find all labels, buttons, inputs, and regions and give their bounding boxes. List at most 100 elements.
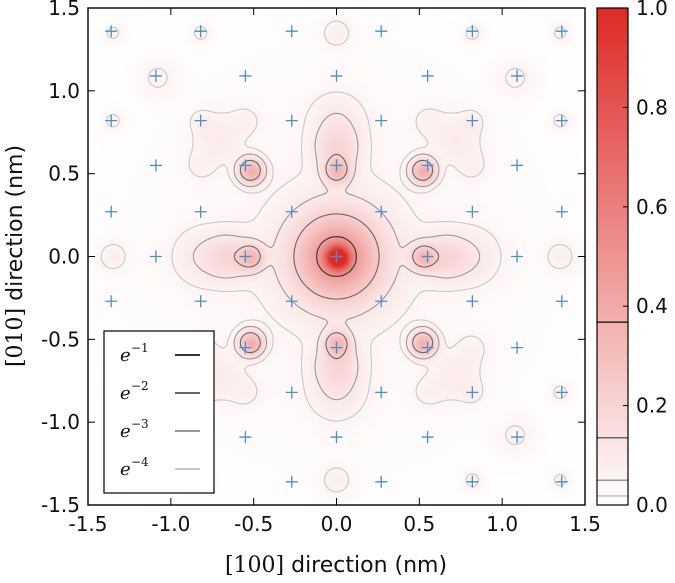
atom-site-marker xyxy=(375,386,388,399)
atom-site-marker xyxy=(421,69,434,82)
atom-site-marker xyxy=(149,69,162,82)
atom-site-marker xyxy=(194,114,207,127)
atom-site-marker xyxy=(105,295,118,308)
x-tick-label: -1.5 xyxy=(68,512,107,536)
atom-site-marker xyxy=(466,475,479,488)
legend-box xyxy=(103,330,215,494)
legend-label: e xyxy=(120,421,131,442)
legend-items: e −1e −2e −3e −4 xyxy=(120,341,200,480)
atom-site-marker xyxy=(375,475,388,488)
atom-site-marker xyxy=(239,431,252,444)
colorbar-tick-label: 0.2 xyxy=(636,394,668,418)
x-axis-label-bracket: [100] xyxy=(225,553,284,578)
y-tick-label: 1.0 xyxy=(48,79,80,103)
atom-site-marker xyxy=(105,25,118,38)
colorbar-tick-label: 0.4 xyxy=(636,294,668,318)
atom-site-marker xyxy=(194,25,207,38)
atom-site-marker xyxy=(555,475,568,488)
atom-site-marker xyxy=(421,159,434,172)
atom-site-marker xyxy=(285,114,298,127)
atom-site-marker xyxy=(285,295,298,308)
atom-site-marker xyxy=(375,205,388,218)
atom-site-marker xyxy=(239,69,252,82)
atom-site-marker xyxy=(511,431,524,444)
atom-site-marker xyxy=(194,205,207,218)
atom-site-marker xyxy=(330,431,343,444)
y-tick-label: -1.5 xyxy=(41,493,80,517)
atom-site-marker xyxy=(466,114,479,127)
contour-lines xyxy=(100,20,573,493)
atom-site-marker xyxy=(330,69,343,82)
atom-site-marker xyxy=(375,114,388,127)
atom-site-marker xyxy=(330,341,343,354)
legend-label: e xyxy=(120,345,131,366)
atom-site-marker xyxy=(511,69,524,82)
colorbar-frame xyxy=(596,7,629,506)
colorbar-ticks: 0.0 0.2 0.4 0.6 0.8 1.0 xyxy=(623,0,668,517)
atom-site-marker xyxy=(511,341,524,354)
contour-legend: e −1e −2e −3e −4 xyxy=(103,330,215,494)
legend-exponent: −3 xyxy=(131,417,149,431)
atom-site-marker xyxy=(466,25,479,38)
atom-site-marker xyxy=(466,386,479,399)
y-tick-label: 0.5 xyxy=(48,162,80,186)
x-axis-label: [100] direction (nm) xyxy=(225,553,447,578)
atom-site-marker xyxy=(466,295,479,308)
legend-label: e xyxy=(120,459,131,480)
colorbar-tick-label: 1.0 xyxy=(636,0,668,20)
atom-site-marker xyxy=(285,386,298,399)
legend-exponent: −1 xyxy=(131,341,149,355)
atom-site-marker xyxy=(330,159,343,172)
x-tick-label: 0.0 xyxy=(321,512,353,536)
atom-site-marker xyxy=(555,205,568,218)
atom-site-marker xyxy=(149,159,162,172)
colorbar-tick-label: 0.8 xyxy=(636,95,668,119)
atom-site-marker xyxy=(466,205,479,218)
colorbar-gradient xyxy=(597,8,628,505)
atom-site-marker xyxy=(511,250,524,263)
legend-exponent: −2 xyxy=(131,379,149,393)
contour-level-2 xyxy=(233,153,440,360)
atom-site-marker xyxy=(555,25,568,38)
x-tick-label: 1.5 xyxy=(569,512,601,536)
x-axis-ticks: -1.5 -1.0 -0.5 0.0 0.5 1.0 1.5 xyxy=(68,8,601,536)
x-axis-label-text: direction (nm) xyxy=(284,553,447,578)
contour-level-4 xyxy=(100,20,573,493)
atom-site-marker xyxy=(421,341,434,354)
atom-site-marker xyxy=(555,295,568,308)
y-tick-label: -1.0 xyxy=(41,410,80,434)
atom-site-marker xyxy=(375,295,388,308)
x-tick-label: -0.5 xyxy=(234,512,273,536)
atom-site-marker xyxy=(194,295,207,308)
y-tick-label: 1.5 xyxy=(48,0,80,20)
atom-site-marker xyxy=(149,250,162,263)
colorbar: 0.0 0.2 0.4 0.6 0.8 1.0 xyxy=(596,0,668,517)
contour-level-1 xyxy=(316,236,357,277)
atom-site-marker xyxy=(511,159,524,172)
atom-site-marker xyxy=(375,25,388,38)
y-axis-label: [010] direction (nm) xyxy=(3,145,28,367)
atom-site-marker xyxy=(105,114,118,127)
x-tick-label: 1.0 xyxy=(486,512,518,536)
atom-site-marker xyxy=(239,341,252,354)
x-tick-label: -1.0 xyxy=(151,512,190,536)
atom-site-marker xyxy=(239,250,252,263)
legend-label: e xyxy=(120,383,131,404)
x-tick-label: 0.5 xyxy=(403,512,435,536)
y-axis-label-bracket: [010] xyxy=(3,308,28,367)
atom-site-marker xyxy=(555,114,568,127)
legend-exponent: −4 xyxy=(131,455,149,469)
y-axis-label-text: direction (nm) xyxy=(3,145,28,308)
atom-site-marker xyxy=(555,386,568,399)
atom-site-marker xyxy=(421,250,434,263)
atom-site-marker xyxy=(285,25,298,38)
colorbar-tick-label: 0.0 xyxy=(636,493,668,517)
colorbar-tick-label: 0.6 xyxy=(636,195,668,219)
atom-site-marker xyxy=(285,475,298,488)
y-tick-label: -0.5 xyxy=(41,327,80,351)
atom-site-marker xyxy=(421,431,434,444)
atom-site-marker xyxy=(285,205,298,218)
y-axis-ticks: -1.5 -1.0 -0.5 0.0 0.5 1.0 1.5 xyxy=(41,0,585,517)
contour-level-3 xyxy=(192,112,481,401)
